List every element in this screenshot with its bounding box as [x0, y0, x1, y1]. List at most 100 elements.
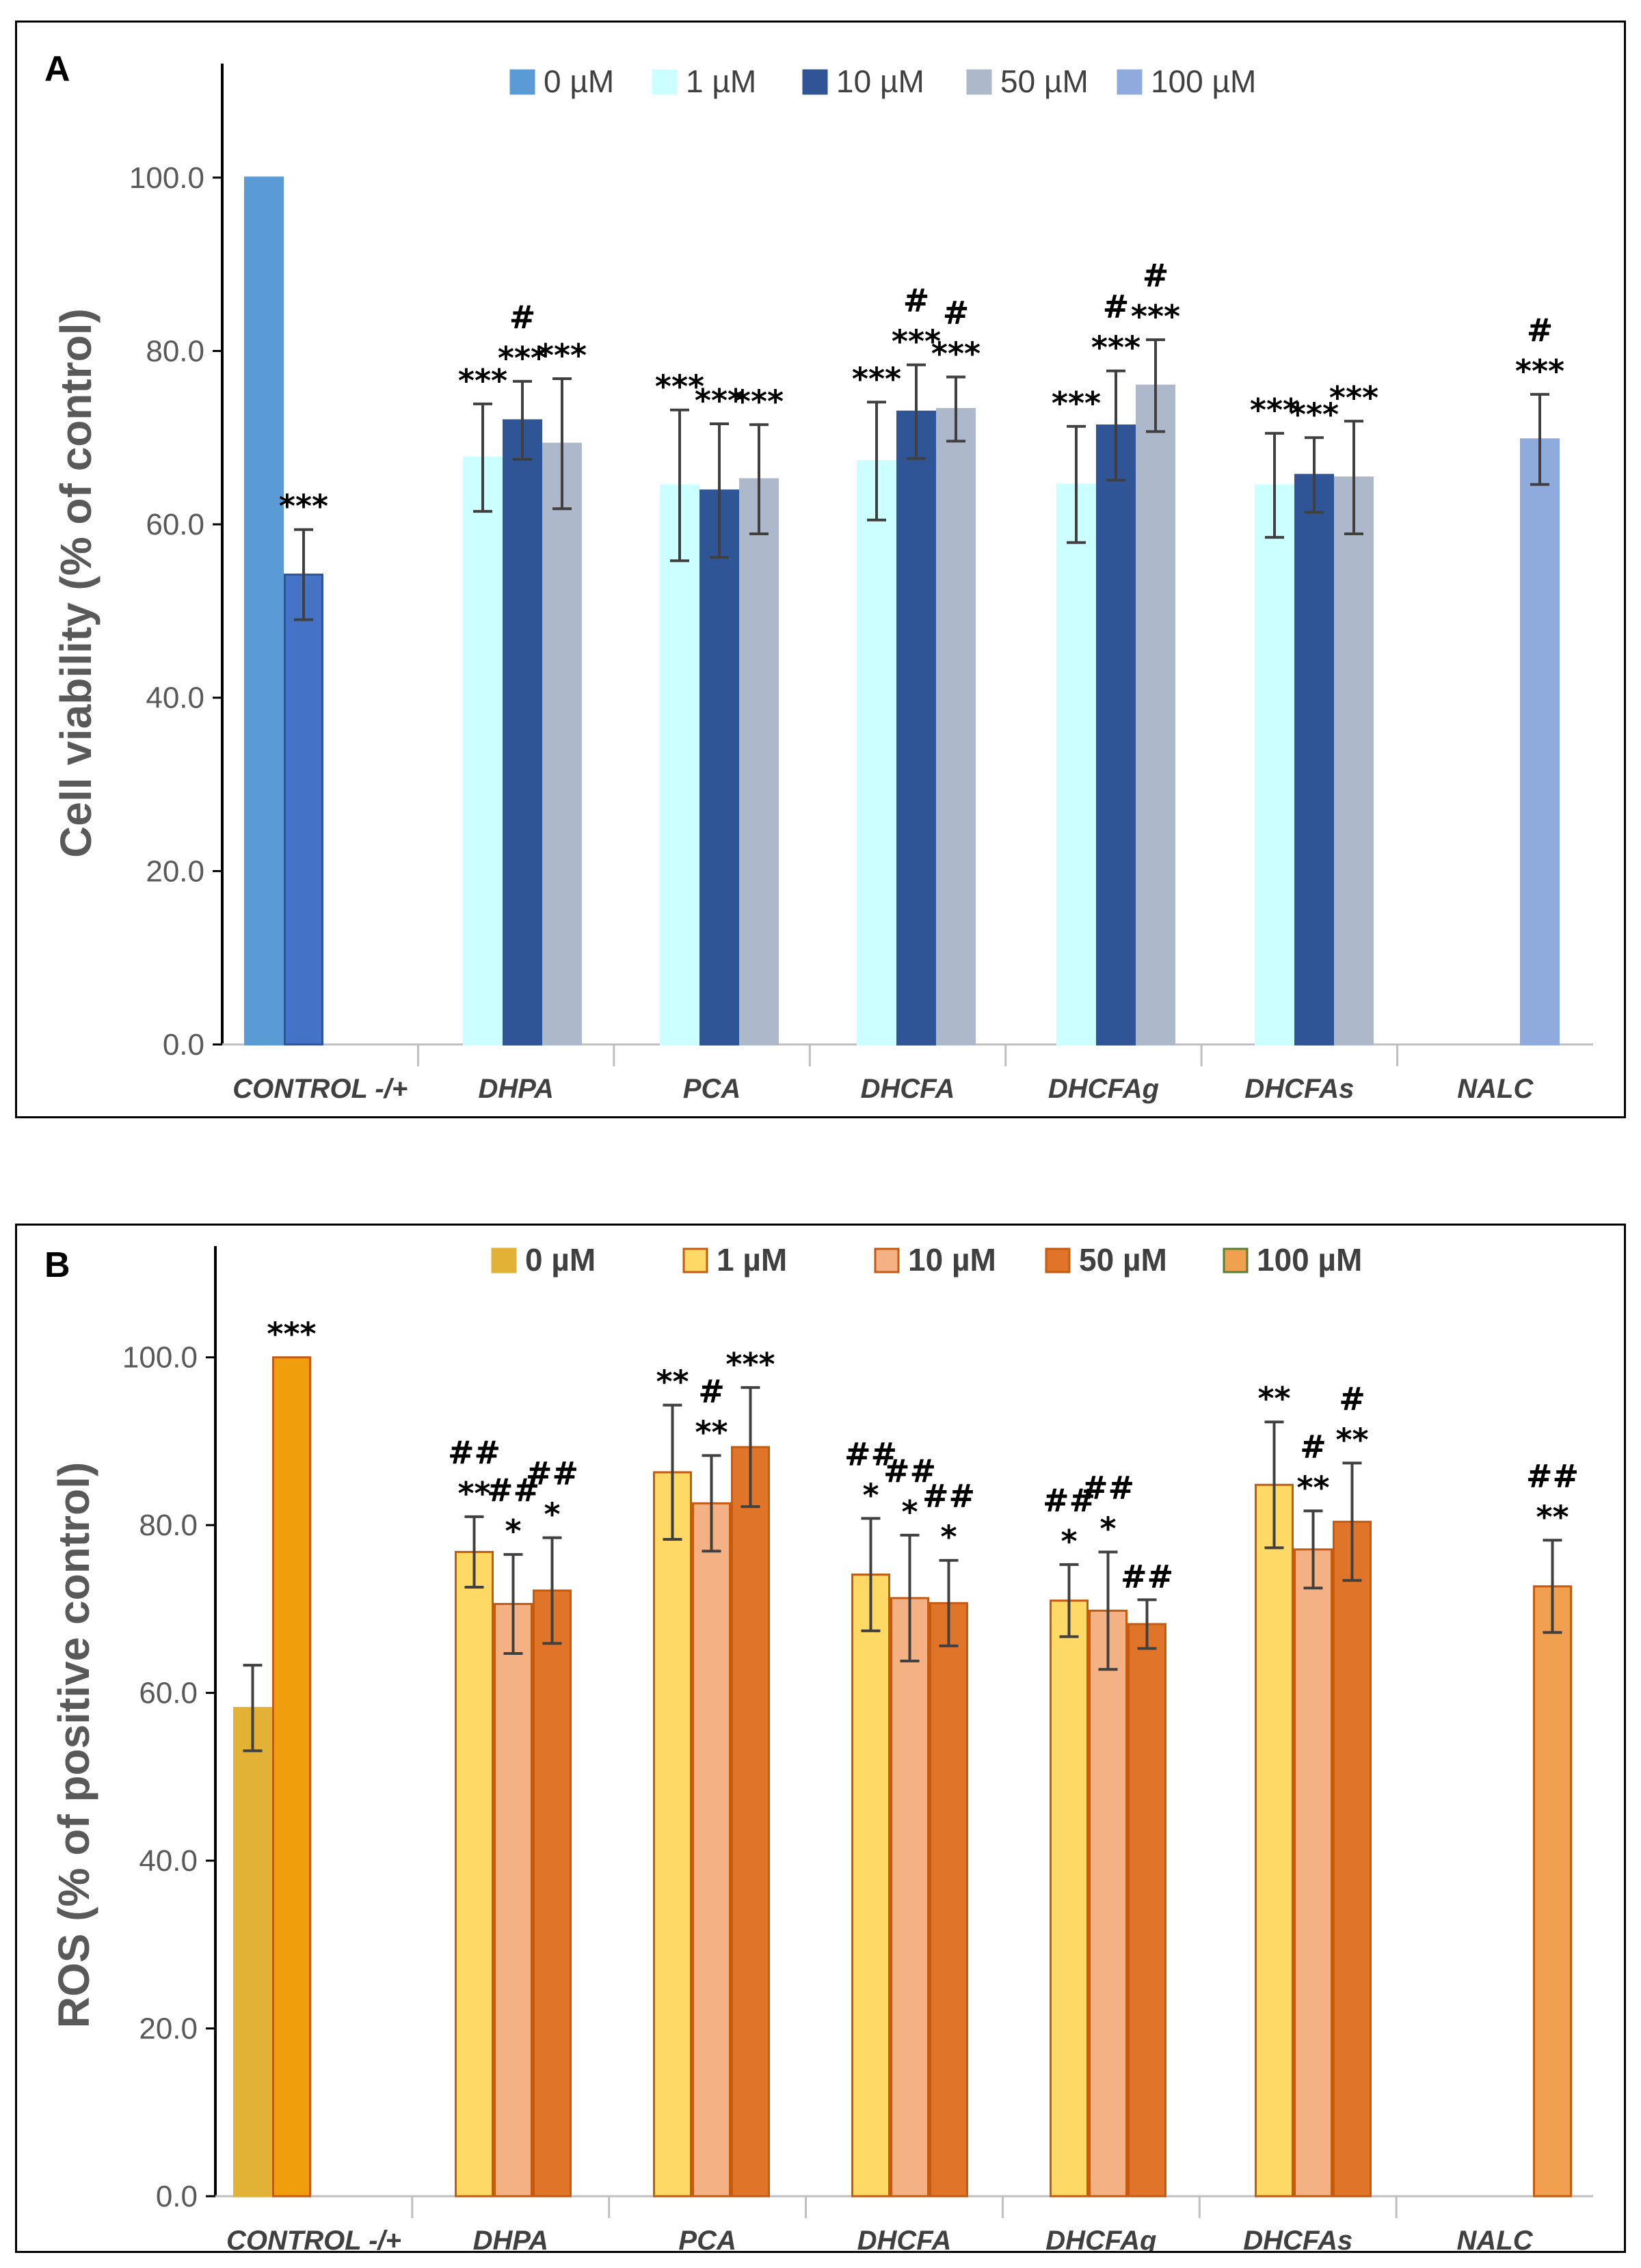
bar — [1096, 424, 1136, 1046]
bar — [284, 573, 323, 1046]
x-category-label: PCA — [683, 1074, 741, 1104]
plot-area-b: 0.0 20.0 40.0 60.0 80.0 100.0 CONTROL -/+ DHPA P… — [122, 1246, 1593, 2251]
bar — [503, 419, 542, 1046]
significance-label: * — [901, 1494, 918, 1530]
legend-label: 0 µM — [544, 64, 614, 99]
chart-panel-a: A Cell viability (% of control) 0 µM 1 µM… — [15, 21, 1626, 1118]
significance-label: ** — [656, 1364, 689, 1401]
bar — [1294, 474, 1334, 1046]
bar — [1520, 438, 1560, 1046]
legend-label: 50 µM — [1079, 1242, 1167, 1278]
significance-label: *** — [1091, 329, 1140, 366]
significance-label: *** — [725, 1346, 775, 1383]
bar — [653, 1471, 692, 2198]
significance-label: # — [903, 282, 930, 319]
y-tick-label: 20.0 — [139, 2012, 198, 2046]
significance-label: * — [940, 1519, 957, 1556]
y-tick-label: 60.0 — [146, 508, 204, 541]
significance-label: # — [1300, 1428, 1326, 1465]
significance-label: *** — [537, 337, 587, 374]
bar — [1333, 1520, 1372, 2198]
x-category-label: NALC — [1457, 2226, 1534, 2251]
significance-label: ## — [844, 1435, 897, 1472]
significance-label: ** — [695, 1414, 728, 1450]
bar — [455, 1550, 494, 2198]
legend-b: 0 µM 1 µM 10 µM 50 µM 100 µM — [491, 1242, 1362, 1278]
significance-label: *** — [852, 360, 901, 397]
panel-label-b: B — [44, 1245, 70, 1285]
y-tick-label: 60.0 — [139, 1677, 198, 1710]
legend-label: 0 µM — [525, 1242, 596, 1278]
significance-label: ## — [1082, 1469, 1134, 1506]
significance-label: ** — [1296, 1469, 1329, 1506]
legend-label: 1 µM — [717, 1242, 787, 1278]
bar — [660, 484, 699, 1046]
legend-label: 100 µM — [1257, 1242, 1362, 1278]
y-tick-label: 20.0 — [146, 854, 204, 888]
bar — [494, 1603, 533, 2198]
significance-label: ** — [1335, 1421, 1368, 1458]
legend-label: 10 µM — [836, 64, 924, 99]
x-category-label: DHCFAs — [1244, 1074, 1354, 1104]
significance-label: ## — [1526, 1457, 1579, 1494]
bar — [851, 1574, 890, 2198]
x-category-label: DHCFAg — [1048, 1074, 1159, 1104]
significance-label: *** — [892, 323, 941, 360]
legend-swatch — [966, 69, 992, 95]
panel-label-a: A — [44, 49, 70, 89]
chart-panel-b: B ROS (% of positive control) 0 µM 1 µM 10… — [15, 1224, 1626, 2253]
significance-label: * — [1060, 1523, 1077, 1560]
y-tick-label: 100.0 — [122, 1341, 198, 1375]
legend-swatch — [652, 69, 678, 95]
y-axis-title-b: ROS (% of positive control) — [49, 1462, 98, 2028]
significance-label: *** — [498, 340, 547, 377]
bar — [542, 442, 582, 1046]
bar — [1089, 1609, 1128, 2198]
bar — [1056, 483, 1096, 1046]
x-category-label: CONTROL -/+ — [226, 2226, 401, 2251]
significance-label: * — [505, 1513, 521, 1550]
significance-label: * — [544, 1496, 560, 1533]
significance-label: *** — [695, 382, 744, 419]
y-tick-label: 40.0 — [139, 1844, 198, 1878]
chart-b-svg: B ROS (% of positive control) 0 µM 1 µM 10… — [44, 1242, 1593, 2251]
bar — [1255, 1483, 1294, 2198]
significance-label: # — [1339, 1380, 1365, 1417]
bar — [890, 1597, 929, 2198]
significance-label: *** — [931, 336, 980, 373]
significance-label: # — [1103, 288, 1130, 325]
bar — [731, 1446, 770, 2198]
legend-swatch — [509, 69, 535, 95]
significance-label: # — [943, 295, 970, 332]
bar — [244, 176, 284, 1046]
bar — [936, 407, 976, 1046]
legend-swatch — [1117, 69, 1143, 95]
x-category-label: DHCFA — [857, 2226, 952, 2251]
chart-a-svg: A Cell viability (% of control) 0 µM 1 µM… — [44, 49, 1593, 1104]
legend-swatch — [1223, 1247, 1249, 1273]
bar — [896, 410, 936, 1046]
significance-label: *** — [1052, 385, 1101, 422]
bar — [1294, 1548, 1333, 2198]
legend-label: 1 µM — [686, 64, 756, 99]
bar — [272, 1356, 311, 2198]
x-category-label: DHPA — [478, 1074, 553, 1104]
y-tick-label: 0.0 — [163, 1028, 204, 1062]
bar — [1255, 484, 1294, 1046]
y-tick-label: 0.0 — [156, 2180, 198, 2213]
significance-label: ## — [1043, 1482, 1095, 1519]
significance-label: ** — [457, 1475, 490, 1512]
bar — [233, 1707, 272, 2198]
y-tick-label: 80.0 — [139, 1509, 198, 1542]
significance-label: ** — [1257, 1380, 1290, 1417]
x-category-label: CONTROL -/+ — [232, 1074, 408, 1104]
significance-label: ## — [922, 1478, 975, 1515]
significance-label: ## — [1121, 1558, 1173, 1595]
significance-label: *** — [1131, 298, 1180, 335]
bar — [699, 489, 739, 1046]
bar — [857, 460, 896, 1046]
bar — [463, 456, 503, 1046]
plot-area-a: 0.0 20.0 40.0 60.0 80.0 100.0 CONTROL -/+ DHPA P… — [129, 64, 1593, 1104]
significance-label: *** — [734, 383, 784, 420]
x-category-label: PCA — [678, 2226, 736, 2251]
